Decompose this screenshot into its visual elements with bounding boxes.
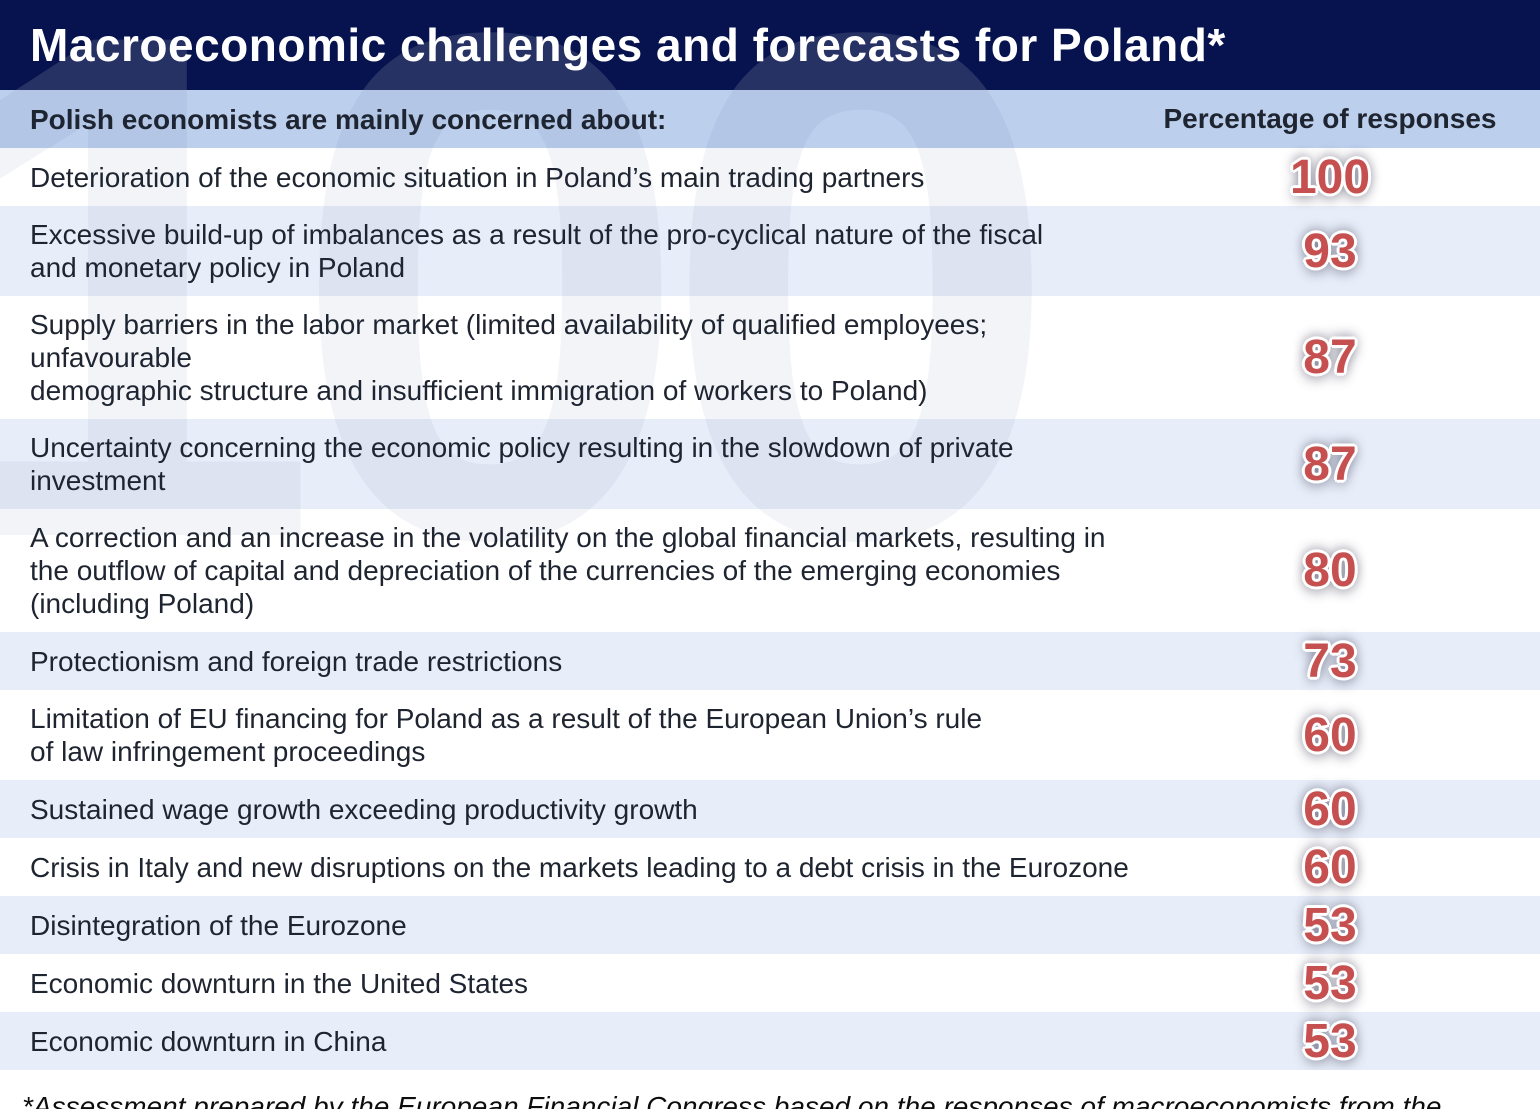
table-row: Economic downturn in the United States 53 <box>0 954 1540 1012</box>
table-row: Protectionism and foreign trade restrict… <box>0 632 1540 690</box>
table-row: A correction and an increase in the vola… <box>0 509 1540 632</box>
table-row: Disintegration of the Eurozone 53 <box>0 896 1540 954</box>
row-text: Disintegration of the Eurozone <box>30 909 407 941</box>
row-value: 73 <box>1303 634 1357 688</box>
title-bar: 100 Macroeconomic challenges and forecas… <box>0 0 1540 90</box>
row-text: Economic downturn in China <box>30 1025 387 1057</box>
row-value: 87 <box>1303 331 1357 384</box>
row-text: Uncertainty concerning the economic poli… <box>30 432 1014 496</box>
table-row: Supply barriers in the labor market (lim… <box>0 296 1540 419</box>
table-row: Economic downturn in China 53 <box>0 1012 1540 1070</box>
row-value: 60 <box>1303 708 1357 762</box>
row-value-cell: 93 <box>1160 224 1540 279</box>
row-value-cell: 60 <box>1160 782 1540 837</box>
table-header-row: Polish economists are mainly concerned a… <box>0 90 1540 148</box>
row-text: Limitation of EU financing for Poland as… <box>30 703 983 767</box>
row-value-cell: 87 <box>1160 437 1540 492</box>
table-row: Deterioration of the economic situation … <box>0 148 1540 206</box>
row-text: Supply barriers in the labor market (lim… <box>30 309 988 406</box>
row-value: 87 <box>1303 437 1357 491</box>
table-row: Excessive build-up of imbalances as a re… <box>0 206 1540 296</box>
table-row: Limitation of EU financing for Poland as… <box>0 690 1540 780</box>
row-text: Deterioration of the economic situation … <box>30 161 925 193</box>
row-text: Sustained wage growth exceeding producti… <box>30 793 698 825</box>
row-value-cell: 87 <box>1160 330 1540 385</box>
footnote: *Assessment prepared by the European Fin… <box>22 1091 1442 1109</box>
row-text: Protectionism and foreign trade restrict… <box>30 645 563 677</box>
row-value-cell: 100 <box>1160 150 1540 205</box>
row-value-cell: 60 <box>1160 708 1540 763</box>
row-text: Crisis in Italy and new disruptions on t… <box>30 851 1129 883</box>
column-header-concerns: Polish economists are mainly concerned a… <box>30 103 667 135</box>
row-value-cell: 53 <box>1160 956 1540 1011</box>
row-value-cell: 60 <box>1160 840 1540 895</box>
row-value-cell: 80 <box>1160 543 1540 598</box>
page-title: Macroeconomic challenges and forecasts f… <box>30 19 1226 71</box>
row-value: 60 <box>1303 782 1357 836</box>
row-value-cell: 53 <box>1160 898 1540 953</box>
row-value: 93 <box>1303 224 1357 278</box>
row-text: A correction and an increase in the vola… <box>30 522 1106 619</box>
row-value-cell: 53 <box>1160 1014 1540 1069</box>
row-value: 53 <box>1303 956 1357 1010</box>
table-row: Uncertainty concerning the economic poli… <box>0 419 1540 509</box>
row-value-cell: 73 <box>1160 634 1540 689</box>
row-value: 60 <box>1303 840 1357 894</box>
column-header-percentage: Percentage of responses <box>1163 103 1497 134</box>
row-value: 80 <box>1303 544 1357 597</box>
row-value: 53 <box>1303 898 1357 952</box>
concerns-table: 100 Polish economists are mainly concern… <box>0 90 1540 1070</box>
row-value: 53 <box>1303 1014 1357 1068</box>
table-row: Sustained wage growth exceeding producti… <box>0 780 1540 838</box>
row-value: 100 <box>1289 150 1371 204</box>
table-row: Crisis in Italy and new disruptions on t… <box>0 838 1540 896</box>
row-text: Economic downturn in the United States <box>30 967 529 999</box>
row-text: Excessive build-up of imbalances as a re… <box>30 219 1044 283</box>
